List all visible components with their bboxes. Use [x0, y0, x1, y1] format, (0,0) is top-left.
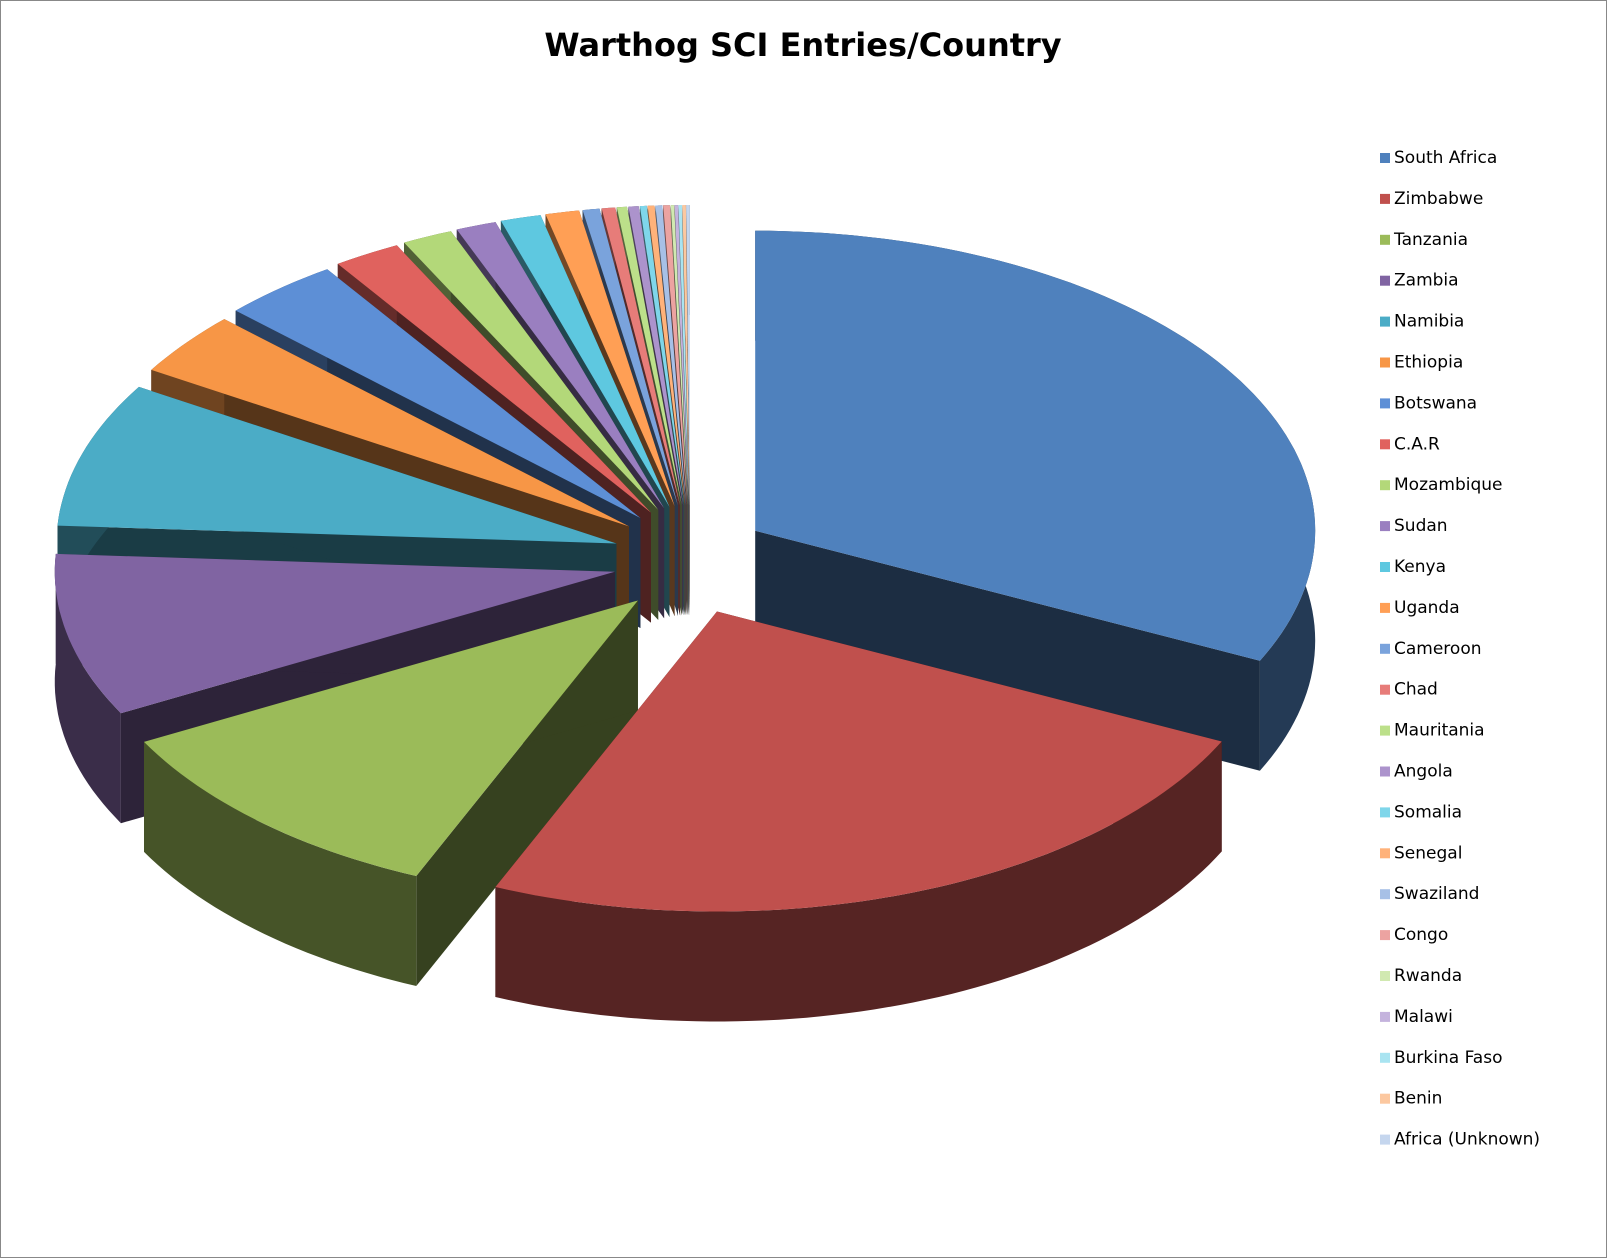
legend-label: Mauritania — [1394, 721, 1485, 741]
legend-label: Botswana — [1394, 393, 1477, 413]
slice-top — [628, 206, 684, 506]
slice-top — [545, 210, 675, 507]
legend-label: Zambia — [1394, 271, 1459, 291]
slice-top — [235, 269, 641, 518]
legend-swatch — [1380, 889, 1390, 900]
legend-label: Chad — [1394, 680, 1438, 700]
legend-label: Kenya — [1394, 557, 1446, 577]
slice-top — [663, 205, 688, 505]
legend-swatch — [1380, 275, 1390, 286]
slice-top — [678, 205, 689, 505]
legend-swatch — [1380, 848, 1390, 859]
legend-swatch — [1380, 562, 1390, 572]
slice-top — [682, 205, 690, 505]
pie-slice — [495, 611, 1222, 1022]
legend-swatch — [1380, 930, 1390, 941]
legend-swatch — [1380, 766, 1390, 777]
legend-label: Burkina Faso — [1394, 1048, 1502, 1068]
slice-top — [582, 208, 678, 506]
legend-label: Swaziland — [1394, 884, 1479, 904]
slice-top — [674, 205, 689, 505]
legend-swatch — [1380, 1134, 1390, 1145]
legend-label: Cameroon — [1394, 639, 1482, 659]
slice-wall — [54, 553, 121, 824]
slice-top — [54, 553, 615, 714]
legend-label: Senegal — [1394, 843, 1462, 863]
slice-top — [57, 386, 617, 544]
legend-swatch — [1380, 357, 1390, 368]
slice-wall — [144, 741, 417, 986]
legend-swatch — [1380, 725, 1390, 736]
legend-swatch — [1380, 602, 1390, 613]
slice-top — [500, 215, 670, 507]
legend-swatch — [1380, 807, 1390, 818]
slice-top — [639, 205, 685, 506]
legend-swatch — [1380, 1011, 1390, 1022]
slice-top — [686, 205, 690, 505]
slice-top — [647, 205, 686, 506]
legend-swatch — [1380, 643, 1390, 654]
legend-label: Rwanda — [1394, 966, 1462, 986]
slice-top — [151, 319, 630, 527]
legend-label: Congo — [1394, 925, 1448, 945]
legend-swatch — [1380, 193, 1390, 204]
slice-top — [655, 205, 687, 506]
legend-swatch — [1380, 234, 1390, 245]
legend-label: Somalia — [1394, 802, 1462, 822]
legend-label: Uganda — [1394, 598, 1460, 618]
slice-side — [755, 530, 1260, 771]
legend-label: Benin — [1394, 1089, 1442, 1109]
slice-wall — [495, 741, 1222, 1022]
slice-top — [616, 206, 682, 506]
legend-swatch — [1380, 521, 1390, 532]
legend-label: Tanzania — [1393, 230, 1468, 250]
legend-label: Namibia — [1394, 312, 1464, 332]
legend: South Africa Zimbabwe Tanzania Zambia Namibi… — [1380, 148, 1540, 1150]
slice-top — [337, 245, 651, 513]
legend-label: Mozambique — [1394, 475, 1503, 495]
pie — [54, 205, 1316, 1022]
legend-label: South Africa — [1394, 148, 1497, 168]
legend-swatch — [1380, 439, 1390, 450]
slice-top — [456, 222, 665, 509]
legend-swatch — [1380, 971, 1390, 981]
legend-label: Malawi — [1394, 1007, 1453, 1027]
slice-top — [755, 230, 1316, 661]
slice-top — [601, 207, 681, 506]
legend-label: Sudan — [1394, 516, 1448, 536]
legend-swatch — [1380, 1052, 1390, 1063]
slice-top — [670, 205, 688, 505]
legend-label: C.A.R — [1394, 434, 1440, 454]
slice-top — [495, 611, 1222, 912]
legend-label: Zimbabwe — [1394, 189, 1483, 209]
legend-swatch — [1380, 684, 1390, 695]
chart-title: Warthog SCI Entries/Country — [544, 26, 1061, 64]
pie-slice — [755, 230, 1316, 771]
legend-swatch — [1380, 398, 1390, 409]
legend-swatch — [1380, 1093, 1390, 1104]
legend-swatch — [1380, 153, 1390, 163]
legend-label: Ethiopia — [1394, 353, 1463, 373]
legend-label: Africa (Unknown) — [1394, 1130, 1540, 1150]
legend-swatch — [1380, 316, 1390, 327]
legend-label: Angola — [1394, 762, 1453, 782]
slice-top — [144, 600, 638, 876]
pie-slice — [144, 600, 638, 986]
legend-swatch — [1380, 480, 1390, 491]
slice-top — [404, 231, 659, 510]
